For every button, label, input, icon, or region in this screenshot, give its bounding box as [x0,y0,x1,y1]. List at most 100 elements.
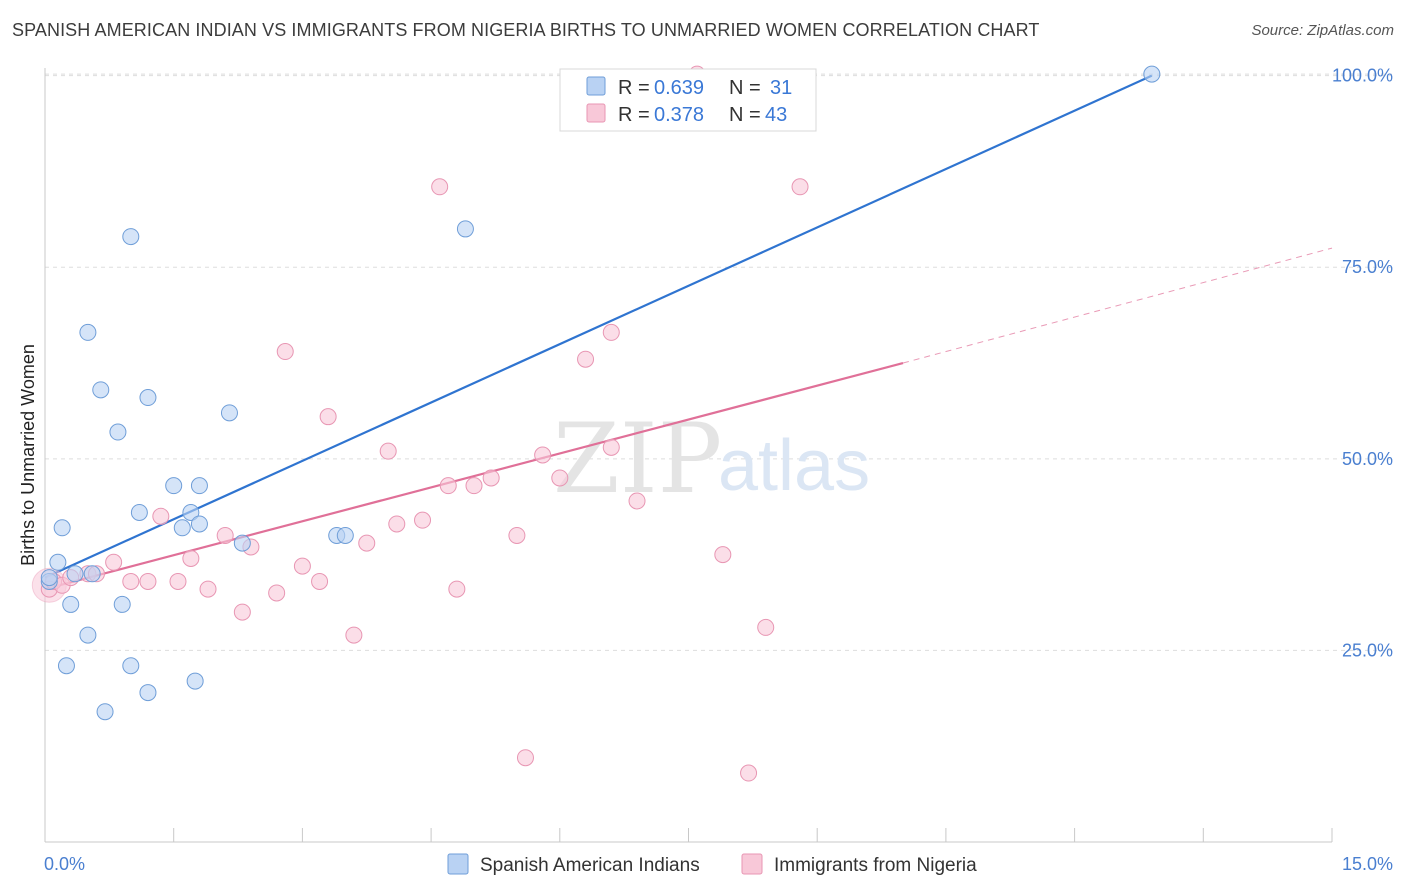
point-immigrants-from-nigeria [439,477,457,495]
point-immigrants-from-nigeria [791,178,809,196]
point-immigrants-from-nigeria [105,553,123,571]
point-spanish-american-indians [186,672,204,690]
point-immigrants-from-nigeria [508,526,526,544]
point-spanish-american-indians [53,519,71,537]
point-immigrants-from-nigeria [516,749,534,767]
point-immigrants-from-nigeria [293,557,311,575]
x-tick-label-min: 0.0% [44,854,85,874]
point-immigrants-from-nigeria [465,477,483,495]
point-immigrants-from-nigeria [199,580,217,598]
legend-n-label-blue: N = [729,77,761,99]
y-tick-label: 25.0% [1342,640,1393,660]
bottom-legend-swatch-pink [741,853,763,875]
point-immigrants-from-nigeria [448,580,466,598]
point-spanish-american-indians [79,323,97,341]
point-immigrants-from-nigeria [345,626,363,644]
point-immigrants-from-nigeria [482,469,500,487]
data-points [31,65,1161,782]
point-spanish-american-indians [122,657,140,675]
point-immigrants-from-nigeria [268,584,286,602]
point-immigrants-from-nigeria [169,572,187,590]
grid-lines [44,73,1392,842]
point-immigrants-from-nigeria [122,572,140,590]
point-immigrants-from-nigeria [311,572,329,590]
point-immigrants-from-nigeria [551,469,569,487]
point-immigrants-from-nigeria [414,511,432,529]
point-immigrants-from-nigeria [534,446,552,464]
point-spanish-american-indians [190,477,208,495]
trend-line-spanish-american-indians [44,74,1153,579]
point-spanish-american-indians [40,569,58,587]
point-immigrants-from-nigeria [602,438,620,456]
axes [44,68,1332,843]
legend-r-value-pink: 0.378 [654,104,704,126]
point-immigrants-from-nigeria [233,603,251,621]
trend-line-extension-immigrants-from-nigeria [902,247,1333,364]
point-immigrants-from-nigeria [319,408,337,426]
point-immigrants-from-nigeria [757,618,775,636]
point-immigrants-from-nigeria [379,442,397,460]
point-spanish-american-indians [139,684,157,702]
x-tick-label-max: 15.0% [1342,854,1393,874]
point-immigrants-from-nigeria [182,549,200,567]
legend-n-value-blue: 31 [770,77,792,99]
point-spanish-american-indians [92,381,110,399]
point-spanish-american-indians [336,526,354,544]
legend-r-label-pink: R = [618,104,650,126]
point-spanish-american-indians [130,503,148,521]
point-spanish-american-indians [66,565,84,583]
chart-title: SPANISH AMERICAN INDIAN VS IMMIGRANTS FR… [12,20,1040,40]
legend-r-label-blue: R = [618,77,650,99]
point-spanish-american-indians [49,553,67,571]
y-tick-label: 100.0% [1332,66,1393,86]
x-tick-labels: 0.0% 15.0% [44,854,1393,874]
legend-swatch-pink [586,103,606,123]
point-immigrants-from-nigeria [152,507,170,525]
point-spanish-american-indians [122,228,140,246]
point-spanish-american-indians [182,503,200,521]
point-spanish-american-indians [233,534,251,552]
point-spanish-american-indians [165,477,183,495]
point-spanish-american-indians [96,703,114,721]
y-tick-label: 50.0% [1342,449,1393,469]
point-spanish-american-indians [113,595,131,613]
y-tick-label: 75.0% [1342,257,1393,277]
point-immigrants-from-nigeria [714,546,732,564]
correlation-legend: R = 0.639 N = 31 R = 0.378 N = 43 [559,68,817,132]
point-spanish-american-indians [83,565,101,583]
watermark-atlas: atlas [718,426,870,506]
point-immigrants-from-nigeria [388,515,406,533]
point-immigrants-from-nigeria [276,343,294,361]
point-immigrants-from-nigeria [358,534,376,552]
bottom-legend-label-pink: Immigrants from Nigeria [774,855,977,876]
source-label: Source: ZipAtlas.com [1251,22,1394,39]
point-spanish-american-indians [139,389,157,407]
point-immigrants-from-nigeria [431,178,449,196]
point-spanish-american-indians [220,404,238,422]
y-axis-title: Births to Unmarried Women [18,344,38,566]
legend-n-value-pink: 43 [765,104,787,126]
bottom-legend-swatch-blue [447,853,469,875]
series-legend: Spanish American Indians Immigrants from… [447,853,977,876]
point-spanish-american-indians [62,595,80,613]
point-immigrants-from-nigeria [602,323,620,341]
point-spanish-american-indians [57,657,75,675]
legend-r-value-blue: 0.639 [654,77,704,99]
point-spanish-american-indians [109,423,127,441]
legend-n-label-pink: N = [729,104,761,126]
point-spanish-american-indians [173,519,191,537]
point-immigrants-from-nigeria [139,572,157,590]
point-immigrants-from-nigeria [740,764,758,782]
watermark: ZIP atlas [553,403,870,515]
point-spanish-american-indians [190,515,208,533]
point-immigrants-from-nigeria [216,526,234,544]
point-spanish-american-indians [1143,65,1161,83]
point-immigrants-from-nigeria [628,492,646,510]
point-spanish-american-indians [79,626,97,644]
y-tick-labels: 25.0% 50.0% 75.0% 100.0% [1332,66,1393,661]
legend-swatch-blue [586,76,606,96]
point-immigrants-from-nigeria [577,350,595,368]
point-spanish-american-indians [456,220,474,238]
bottom-legend-label-blue: Spanish American Indians [480,855,700,876]
